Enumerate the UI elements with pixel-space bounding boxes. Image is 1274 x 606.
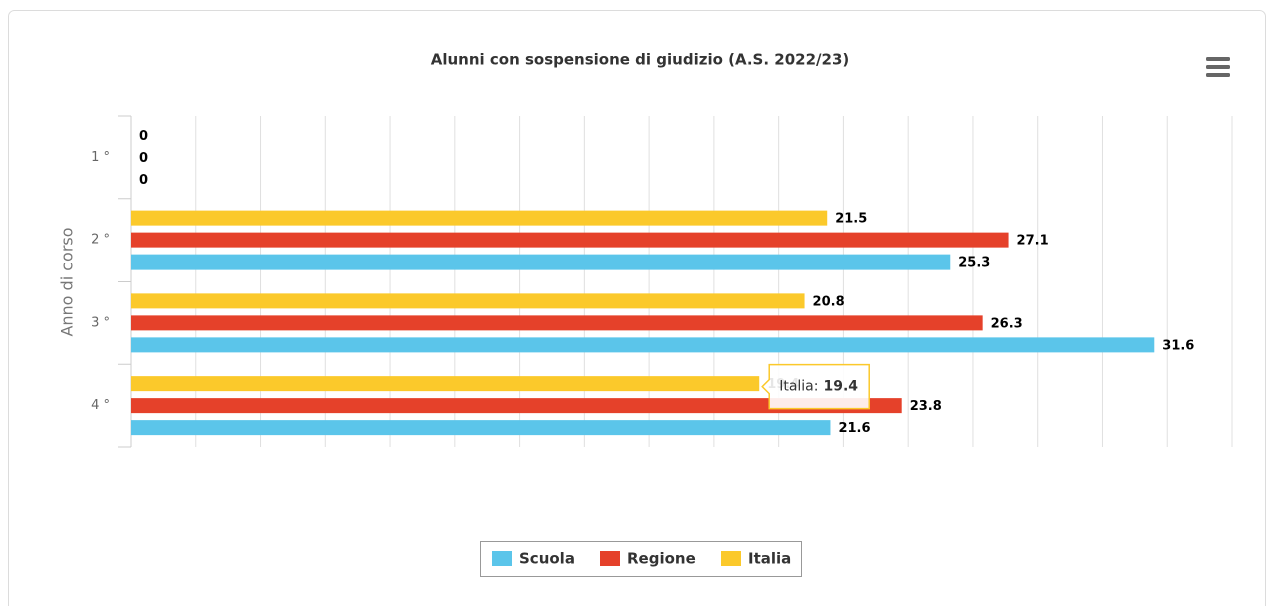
bar bbox=[131, 420, 831, 436]
tooltip-value: 19.4 bbox=[823, 379, 858, 395]
legend-item[interactable]: Italia bbox=[721, 550, 791, 568]
legend-box bbox=[480, 541, 802, 577]
legend-label: Scuola bbox=[519, 550, 575, 568]
value-label: 26.3 bbox=[991, 316, 1023, 331]
tooltip-box bbox=[761, 363, 870, 410]
legend-swatch bbox=[492, 551, 512, 566]
legend-label: Regione bbox=[627, 550, 696, 568]
bar bbox=[131, 398, 902, 414]
chart-title: Alunni con sospensione di giudizio (A.S.… bbox=[431, 51, 850, 69]
legend-item[interactable]: Scuola bbox=[492, 550, 575, 568]
bar bbox=[131, 232, 1009, 248]
bar bbox=[131, 376, 760, 392]
y-tick-label: 3 ° bbox=[91, 315, 110, 330]
menu-line[interactable] bbox=[1206, 57, 1230, 61]
tooltip-label: Italia: bbox=[779, 379, 818, 395]
value-label: 0 bbox=[139, 151, 148, 166]
legend: Scuola Regione Italia bbox=[480, 541, 802, 577]
y-tick-label: 1 ° bbox=[91, 150, 110, 165]
y-axis-title: Anno di corso bbox=[58, 227, 77, 336]
value-label: 0 bbox=[139, 129, 148, 144]
bar bbox=[131, 254, 951, 270]
value-label: 0 bbox=[139, 173, 148, 188]
menu-line[interactable] bbox=[1206, 65, 1230, 69]
value-label: 25.3 bbox=[958, 256, 990, 271]
tooltip-text: Italia: 19.4 bbox=[779, 379, 858, 395]
tooltip: Italia: 19.4 bbox=[761, 363, 870, 410]
value-label: 21.5 bbox=[835, 212, 867, 227]
legend-swatch bbox=[600, 551, 620, 566]
value-label: 31.6 bbox=[1162, 338, 1194, 353]
value-label: 20.8 bbox=[813, 294, 845, 309]
menu-button[interactable] bbox=[1206, 57, 1230, 77]
legend-swatch bbox=[721, 551, 741, 566]
menu-line[interactable] bbox=[1206, 73, 1230, 77]
bar bbox=[131, 210, 828, 226]
legend-item[interactable]: Regione bbox=[600, 550, 696, 568]
bar bbox=[131, 315, 983, 331]
y-tick-label: 2 ° bbox=[91, 233, 110, 248]
value-label: 23.8 bbox=[910, 399, 942, 414]
bar bbox=[131, 293, 805, 309]
value-label: 27.1 bbox=[1017, 234, 1049, 249]
bar bbox=[131, 337, 1155, 353]
value-label: 21.6 bbox=[838, 421, 870, 436]
legend-label: Italia bbox=[748, 550, 791, 568]
y-tick-label: 4 ° bbox=[91, 398, 110, 413]
